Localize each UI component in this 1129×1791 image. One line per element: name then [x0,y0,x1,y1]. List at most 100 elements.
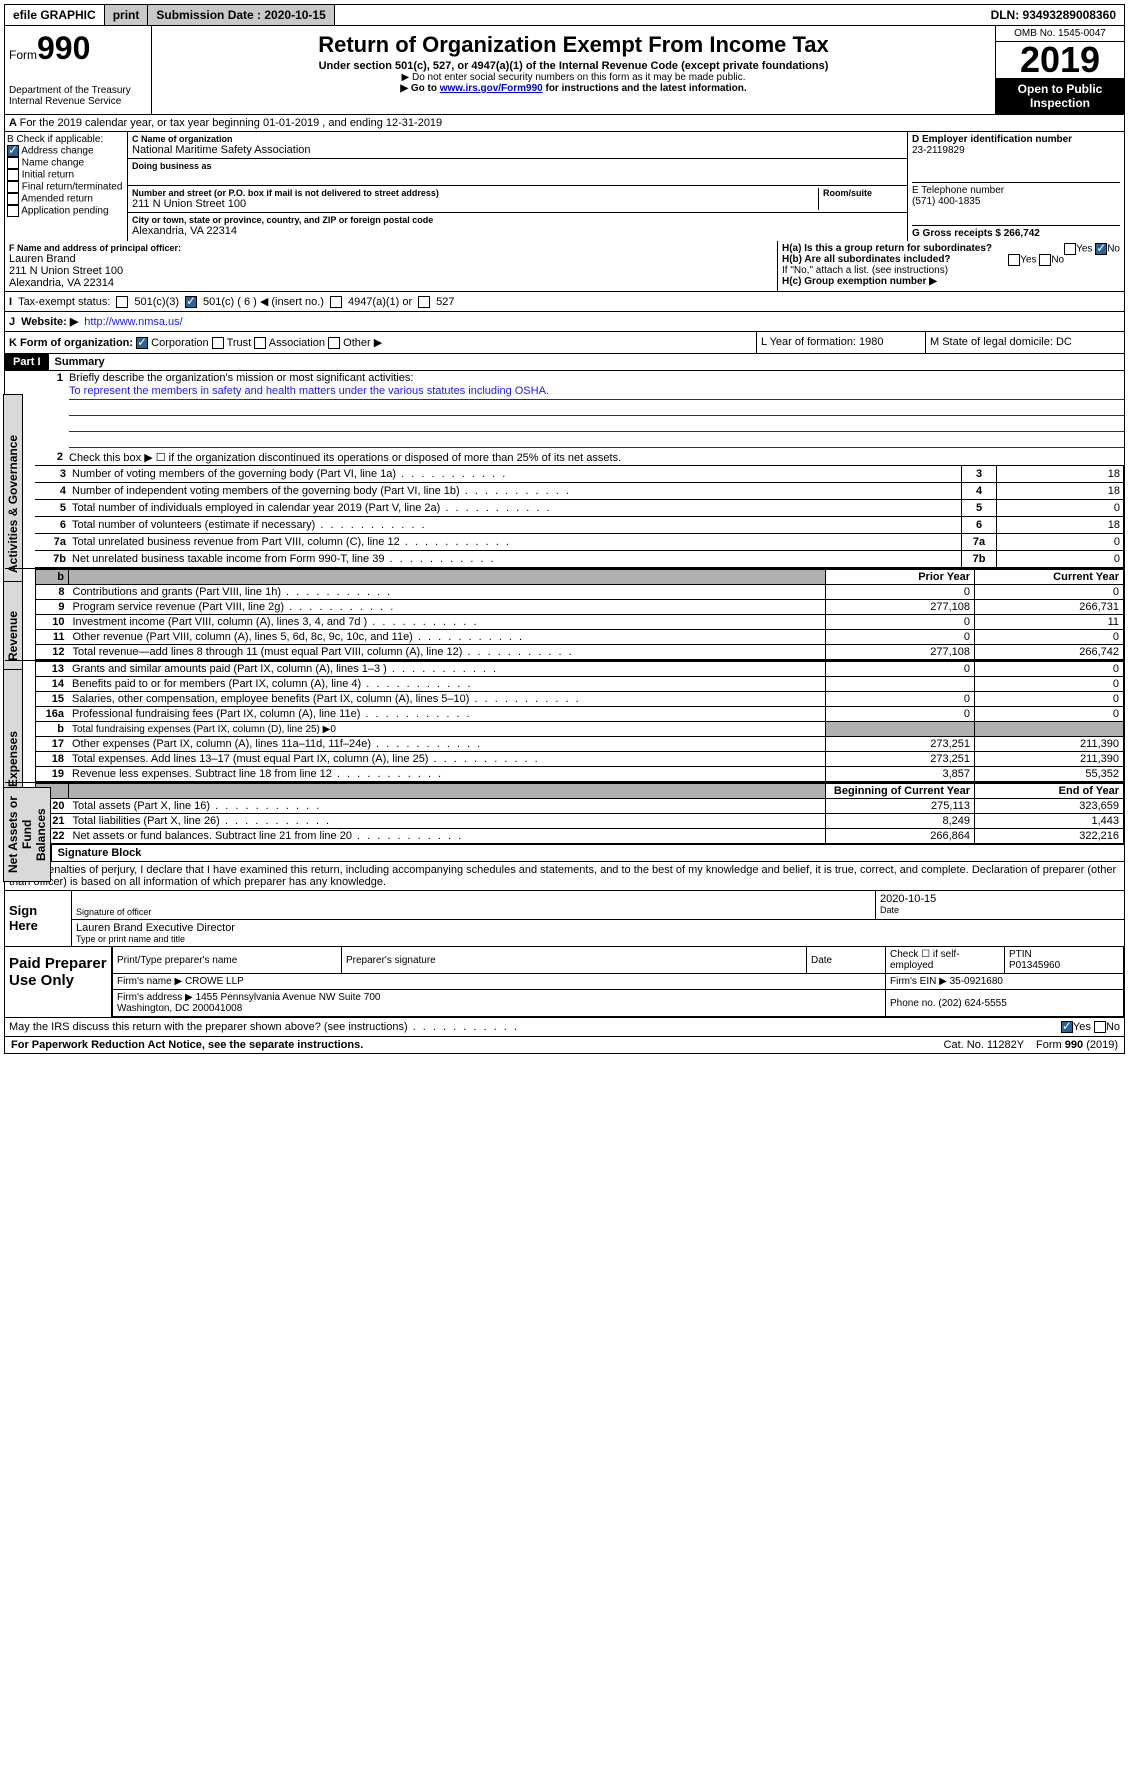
phone-label: E Telephone number [912,182,1120,196]
org-name-label: C Name of organization [132,134,903,144]
efile-label: efile GRAPHIC [5,5,105,25]
box-h: H(a) Is this a group return for subordin… [778,241,1124,291]
year-formation: L Year of formation: 1980 [757,332,926,353]
preparer-name-label: Print/Type preparer's name [113,947,342,974]
page-footer: For Paperwork Reduction Act Notice, see … [4,1037,1125,1054]
gross-receipts: G Gross receipts $ 266,742 [912,225,1120,239]
chk-4947[interactable] [330,296,342,308]
org-address: 211 N Union Street 100 [132,198,818,210]
chk-amended[interactable]: Amended return [7,193,125,205]
firm-name-label: Firm's name ▶ [117,976,182,987]
ptin-value: P01345960 [1009,960,1060,971]
form-number: Form990 [9,30,147,67]
form-subtitle: Under section 501(c), 527, or 4947(a)(1)… [156,60,991,72]
section-f-h: F Name and address of principal officer:… [4,241,1125,292]
line-k-l-m: K Form of organization: Corporation Trus… [4,332,1125,354]
preparer-date-label: Date [807,947,886,974]
discuss-no[interactable] [1094,1021,1106,1033]
sign-here-block: Sign Here Signature of officer2020-10-15… [4,891,1125,947]
declaration-text: Under penalties of perjury, I declare th… [5,862,1124,890]
firm-name: CROWE LLP [185,976,244,987]
part-i: Part ISummary Activities & Governance 1B… [4,354,1125,845]
chk-trust[interactable] [212,337,224,349]
chk-initial-return[interactable]: Initial return [7,169,125,181]
discuss-text: May the IRS discuss this return with the… [9,1021,519,1033]
expenses-table: 13Grants and similar amounts paid (Part … [35,661,1124,782]
line-i: ITax-exempt status: 501(c)(3) 501(c) ( 6… [4,292,1125,312]
ha-row: H(a) Is this a group return for subordin… [782,243,1120,254]
ein-label: D Employer identification number [912,134,1120,145]
city-label: City or town, state or province, country… [132,215,903,225]
part-i-title: Summary [49,354,111,370]
officer-printed-name: Lauren Brand Executive Director [76,922,1120,934]
sig-officer-label: Signature of officer [76,907,871,917]
form-ref: Form 990 (2019) [1030,1037,1124,1053]
org-city: Alexandria, VA 22314 [132,225,903,237]
officer-addr1: 211 N Union Street 100 [9,265,773,277]
box-b-title: B Check if applicable: [7,134,125,145]
dept-label: Department of the Treasury Internal Reve… [9,85,147,107]
part-i-hdr: Part I [5,354,49,370]
box-c: C Name of organizationNational Maritime … [128,132,908,241]
dba-label: Doing business as [132,161,903,171]
room-label: Room/suite [823,188,903,198]
net-assets-table: Beginning of Current YearEnd of Year 20T… [35,783,1124,844]
cat-number: Cat. No. 11282Y [938,1037,1031,1053]
org-name: National Maritime Safety Association [132,144,903,156]
officer-name: Lauren Brand [9,253,773,265]
box-d-e-g: D Employer identification number 23-2119… [908,132,1124,241]
sig-date-label: Date [880,905,1120,915]
top-toolbar: efile GRAPHIC print Submission Date : 20… [4,4,1125,26]
form-header: Form990 Department of the Treasury Inter… [4,26,1125,115]
form-title: Return of Organization Exempt From Incom… [156,32,991,58]
section-b-to-g: B Check if applicable: Address change Na… [4,132,1125,241]
box-b: B Check if applicable: Address change Na… [5,132,128,241]
firm-addr-label: Firm's address ▶ [117,992,193,1003]
chk-501c3[interactable] [116,296,128,308]
discuss-line: May the IRS discuss this return with the… [4,1018,1125,1037]
submission-date[interactable]: Submission Date : 2020-10-15 [148,5,334,25]
state-domicile: M State of legal domicile: DC [926,332,1124,353]
chk-corp[interactable] [136,337,148,349]
revenue-table: bPrior YearCurrent Year 8Contributions a… [35,569,1124,660]
officer-label: F Name and address of principal officer: [9,243,773,253]
hb-note: If "No," attach a list. (see instruction… [782,265,1120,276]
chk-501c[interactable] [185,296,197,308]
irs-link[interactable]: www.irs.gov/Form990 [440,83,543,94]
ptin-label: PTIN [1009,949,1032,960]
preparer-sig-label: Preparer's signature [342,947,807,974]
self-employed-check[interactable]: Check ☐ if self-employed [886,947,1005,974]
part-ii-title: Signature Block [52,845,148,861]
hb-row: H(b) Are all subordinates included? Yes … [782,254,1120,265]
vlabel-net: Net Assets or Fund Balances [3,787,51,882]
website-link[interactable]: http://www.nmsa.us/ [84,316,182,328]
sig-date: 2020-10-15 [880,893,1120,905]
dln-label: DLN: 93493289008360 [983,5,1124,25]
officer-addr2: Alexandria, VA 22314 [9,277,773,289]
paid-preparer-label: Paid Preparer Use Only [5,947,112,1017]
note-ssn: ▶ Do not enter social security numbers o… [156,72,991,83]
phone-value: (571) 400-1835 [912,196,1120,207]
chk-app-pending[interactable]: Application pending [7,205,125,217]
print-button[interactable]: print [105,5,149,25]
part-ii: Part IISignature Block Under penalties o… [4,845,1125,891]
line-j: JWebsite: ▶ http://www.nmsa.us/ [4,312,1125,332]
ein-value: 23-2119829 [912,145,1120,156]
discuss-yes[interactable] [1061,1021,1073,1033]
q1-label: Briefly describe the organization's miss… [69,372,413,384]
chk-527[interactable] [418,296,430,308]
chk-other[interactable] [328,337,340,349]
firm-ein: Firm's EIN ▶ 35-0921680 [886,974,1124,990]
q2-text: Check this box ▶ ☐ if the organization d… [69,451,1124,464]
mission-text: To represent the members in safety and h… [69,385,1124,400]
firm-phone: Phone no. (202) 624-5555 [886,990,1124,1017]
chk-name-change[interactable]: Name change [7,157,125,169]
governance-table: 3Number of voting members of the governi… [35,465,1124,568]
public-inspection: Open to Public Inspection [996,78,1124,114]
chk-final-return[interactable]: Final return/terminated [7,181,125,193]
chk-address-change[interactable]: Address change [7,145,125,157]
chk-assoc[interactable] [254,337,266,349]
printed-name-label: Type or print name and title [76,934,1120,944]
paid-preparer-block: Paid Preparer Use Only Print/Type prepar… [4,947,1125,1018]
note-link: ▶ Go to www.irs.gov/Form990 for instruct… [156,83,991,94]
